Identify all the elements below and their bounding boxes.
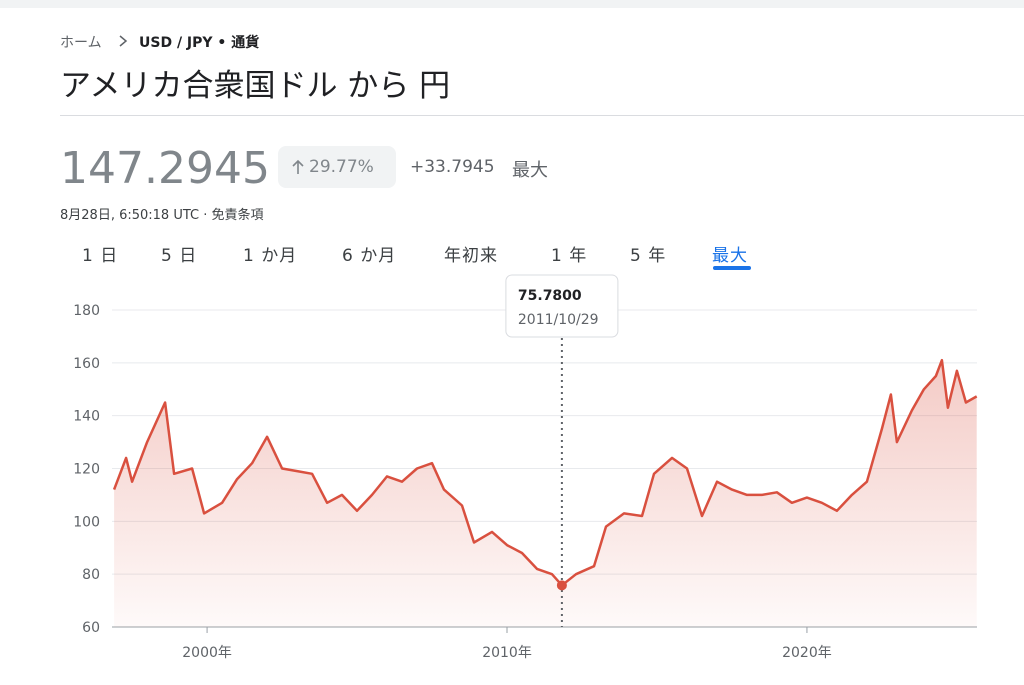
range-tab[interactable]: 1 か月 — [243, 246, 298, 266]
page-title: アメリカ合衆国ドル から 円 — [60, 68, 451, 104]
y-tick-label: 100 — [73, 514, 100, 530]
tooltip-box — [505, 274, 619, 338]
range-tab[interactable]: 1 日 — [82, 246, 119, 266]
range-tab[interactable]: 1 年 — [551, 246, 588, 266]
range-tab[interactable]: 5 年 — [630, 246, 667, 266]
price: 147.2945 — [60, 143, 270, 194]
tab-indicator — [713, 266, 751, 270]
tooltip-value: 75.7800 — [518, 288, 582, 304]
timestamp: 8月28日, 6:50:18 UTC · 免責条項 — [60, 208, 264, 223]
chevron — [119, 35, 128, 47]
tooltip-date: 2011/10/29 — [518, 312, 599, 328]
y-tick-label: 120 — [73, 462, 100, 478]
x-tick-label: 2000年 — [182, 645, 232, 661]
change-value: +33.7945 — [410, 157, 495, 177]
area — [114, 360, 977, 627]
period-label: 最大 — [512, 160, 548, 181]
breadcrumb-pair: USD / JPY • 通貨 — [139, 35, 260, 51]
x-tick-label: 2010年 — [482, 645, 532, 661]
y-tick-label: 160 — [73, 356, 100, 372]
y-tick-label: 140 — [73, 409, 100, 425]
y-tick-label: 180 — [73, 303, 100, 319]
hover-point — [556, 580, 567, 591]
y-tick-label: 60 — [82, 620, 100, 636]
range-tab[interactable]: 6 か月 — [342, 246, 397, 266]
y-tick-label: 80 — [82, 567, 100, 583]
breadcrumb-home[interactable]: ホーム — [60, 35, 102, 51]
divider — [60, 115, 1024, 116]
range-tab-active[interactable]: 最大 — [712, 246, 748, 266]
range-tab[interactable]: 年初来 — [444, 246, 498, 266]
up-arrow — [292, 159, 304, 174]
range-tab[interactable]: 5 日 — [161, 246, 198, 266]
change-percent: 29.77% — [309, 157, 374, 177]
x-tick-label: 2020年 — [782, 645, 832, 661]
top-bar — [0, 0, 1024, 8]
